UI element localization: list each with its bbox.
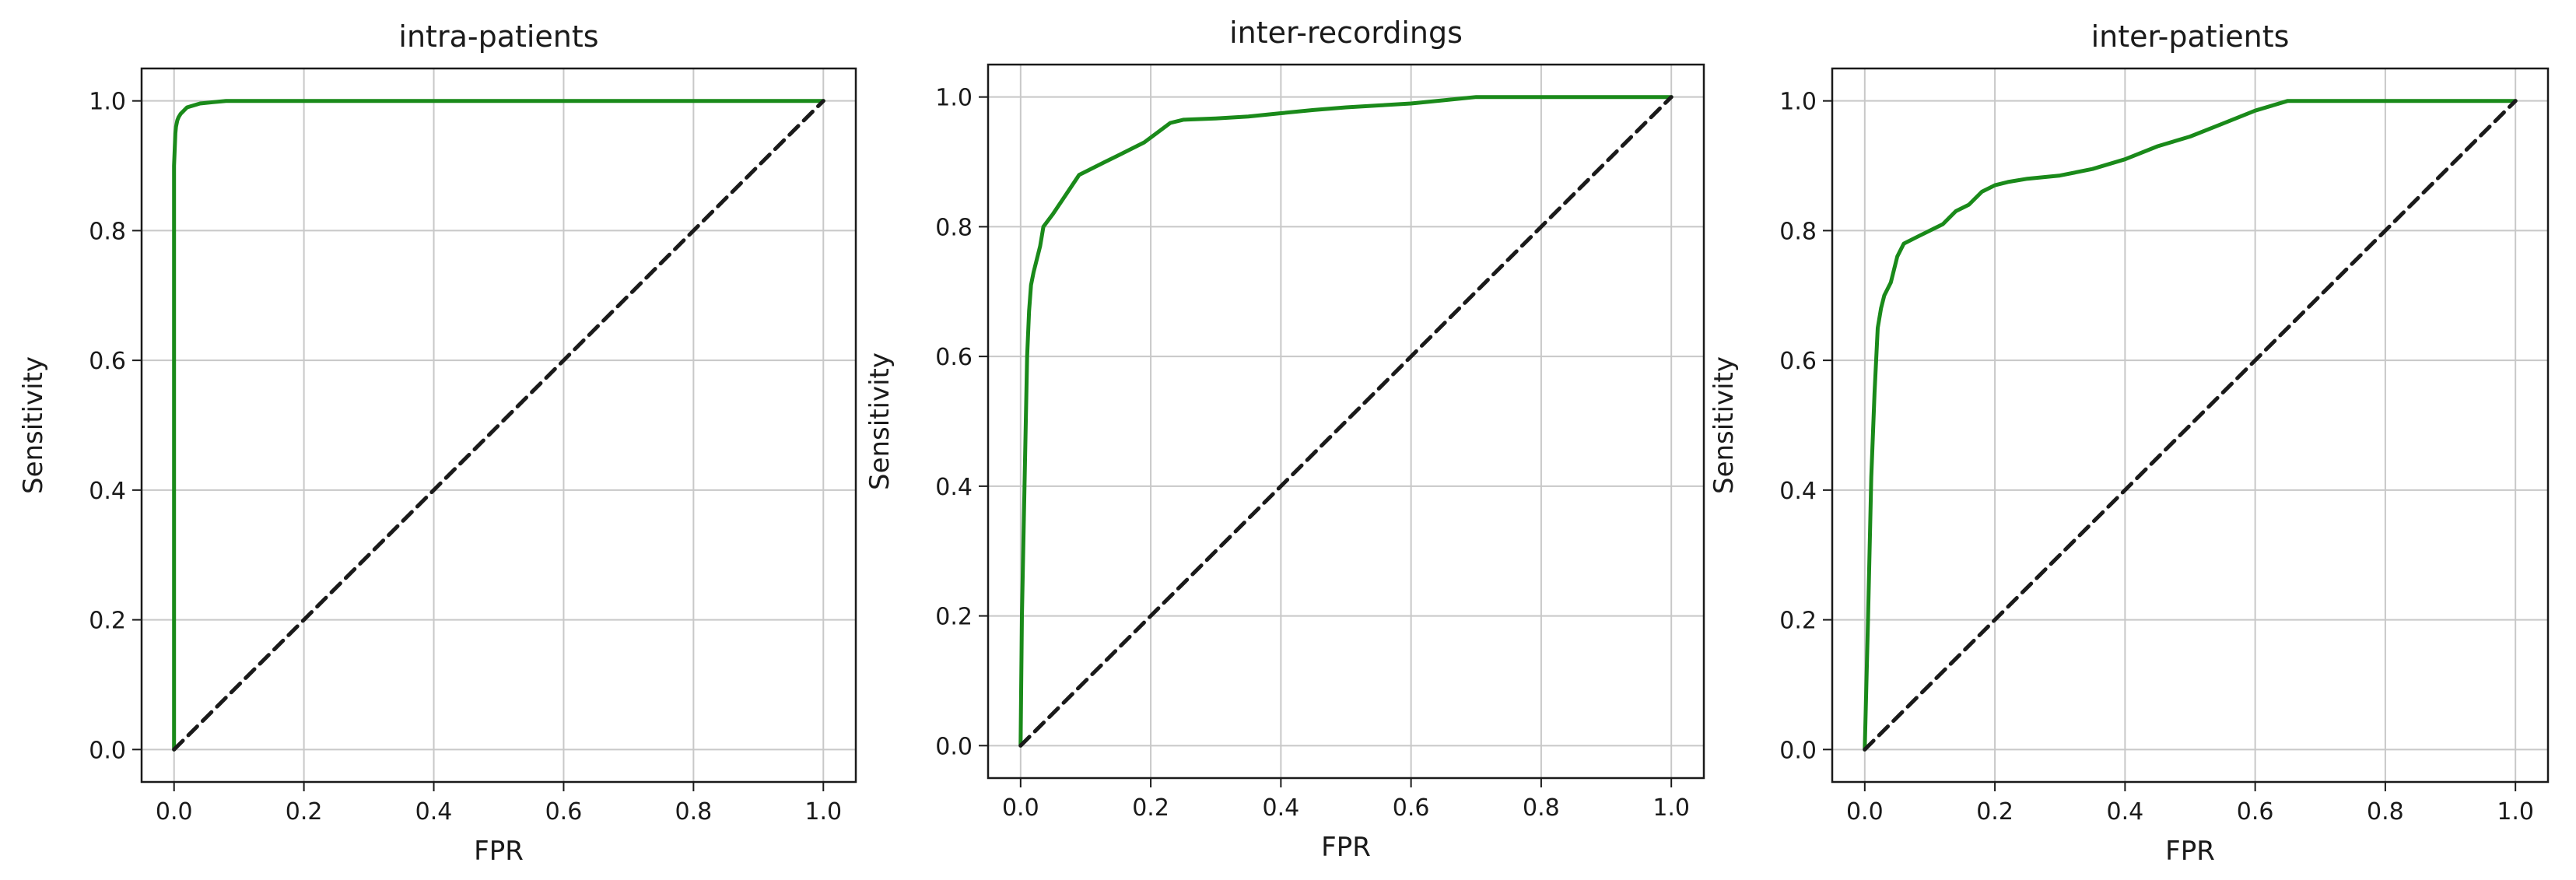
panel-title: inter-patients <box>2091 19 2290 54</box>
x-axis-label: FPR <box>474 836 524 867</box>
y-tick-label: 0.2 <box>1779 608 1817 635</box>
y-tick-label: 0.4 <box>935 474 973 501</box>
x-tick-label: 0.0 <box>156 798 193 826</box>
chance-diagonal-line <box>1018 95 1674 748</box>
y-tick-label: 0.0 <box>89 737 126 764</box>
roc-curve-line <box>1018 95 1674 748</box>
x-tick-label: 0.0 <box>1846 798 1884 826</box>
y-tick-label: 0.2 <box>89 608 126 635</box>
x-tick-label: 0.8 <box>2367 798 2404 826</box>
chance-diagonal-line <box>1863 99 2518 752</box>
y-tick-label: 0.8 <box>89 218 126 245</box>
plot-frame <box>987 63 1705 780</box>
y-tick-label: 0.8 <box>935 214 973 241</box>
x-tick-label: 0.2 <box>286 798 323 826</box>
x-tick-label: 0.0 <box>1002 794 1039 822</box>
x-tick-label: 0.2 <box>1976 798 2013 826</box>
y-tick-label: 1.0 <box>89 89 126 116</box>
roc-panel-1: 0.0 0.2 0.4 0.6 0.8 1.0 0.0 0.2 0.4 0.6 0.8 1.0 intr… <box>18 19 857 867</box>
x-tick-label: 0.6 <box>545 798 583 826</box>
y-tick-label: 0.4 <box>89 478 126 505</box>
x-tick-label: 1.0 <box>1652 794 1690 822</box>
panel-title: intra-patients <box>398 19 598 54</box>
y-tick-label: 1.0 <box>935 85 973 112</box>
plot-frame <box>140 67 857 784</box>
y-tick-label: 0.2 <box>935 604 973 631</box>
x-tick-label: 0.4 <box>1263 794 1300 822</box>
y-tick-label: 1.0 <box>1779 89 1817 116</box>
roc-panel-2: 0.0 0.2 0.4 0.6 0.8 1.0 0.0 0.2 0.4 0.6 0.8 1.0 inte… <box>864 16 1705 863</box>
plot-frame <box>1831 67 2550 784</box>
y-tick-label: 0.0 <box>1779 737 1817 764</box>
roc-curve-line <box>172 99 825 752</box>
chance-diagonal-line <box>172 99 825 752</box>
y-tick-label: 0.4 <box>1779 478 1817 505</box>
panel-title: inter-recordings <box>1229 16 1463 50</box>
y-tick-label: 0.8 <box>1779 218 1817 245</box>
x-tick-label: 0.4 <box>415 798 453 826</box>
x-tick-label: 0.2 <box>1132 794 1169 822</box>
y-axis-label: Sensitivity <box>864 352 895 490</box>
roc-curve-line <box>1863 99 2518 752</box>
roc-panel-3: 0.0 0.2 0.4 0.6 0.8 1.0 0.0 0.2 0.4 0.6 0.8 1.0 inte… <box>1709 19 2550 867</box>
y-tick-label: 0.0 <box>935 733 973 760</box>
x-tick-label: 0.6 <box>2237 798 2274 826</box>
x-tick-label: 0.8 <box>675 798 713 826</box>
y-tick-label: 0.6 <box>1779 348 1817 375</box>
x-tick-label: 0.4 <box>2107 798 2144 826</box>
x-tick-label: 0.8 <box>1523 794 1560 822</box>
x-tick-label: 1.0 <box>2497 798 2534 826</box>
x-axis-label: FPR <box>2165 836 2215 867</box>
x-tick-label: 0.6 <box>1393 794 1430 822</box>
y-axis-label: Sensitivity <box>1709 356 1740 494</box>
y-axis-label: Sensitivity <box>18 356 49 494</box>
y-tick-label: 0.6 <box>89 348 126 375</box>
x-axis-label: FPR <box>1321 832 1371 863</box>
x-tick-label: 1.0 <box>804 798 842 826</box>
y-tick-label: 0.6 <box>935 344 973 371</box>
